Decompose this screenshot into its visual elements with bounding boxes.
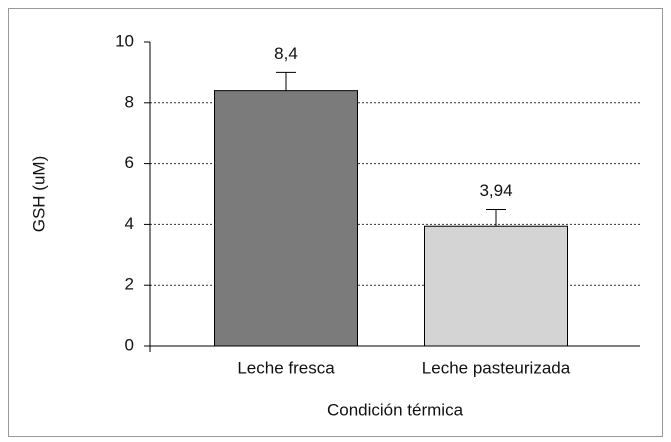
x-axis-label: Condición térmica	[327, 400, 464, 419]
y-tick-label: 2	[125, 275, 134, 294]
y-tick-label: 0	[125, 335, 134, 354]
frame	[8, 8, 663, 437]
y-axis-label: GSH (uM)	[29, 156, 48, 233]
y-tick-label: 10	[115, 31, 134, 50]
x-tick-label: Leche pasteurizada	[422, 358, 571, 377]
y-tick-label: 8	[125, 92, 134, 111]
value-label: 8,4	[274, 44, 298, 63]
y-tick-label: 6	[125, 153, 134, 172]
bar	[214, 90, 358, 347]
y-tick-label: 4	[125, 214, 134, 233]
bar	[424, 225, 568, 347]
x-tick-label: Leche fresca	[237, 358, 335, 377]
value-label: 3,94	[479, 181, 512, 200]
